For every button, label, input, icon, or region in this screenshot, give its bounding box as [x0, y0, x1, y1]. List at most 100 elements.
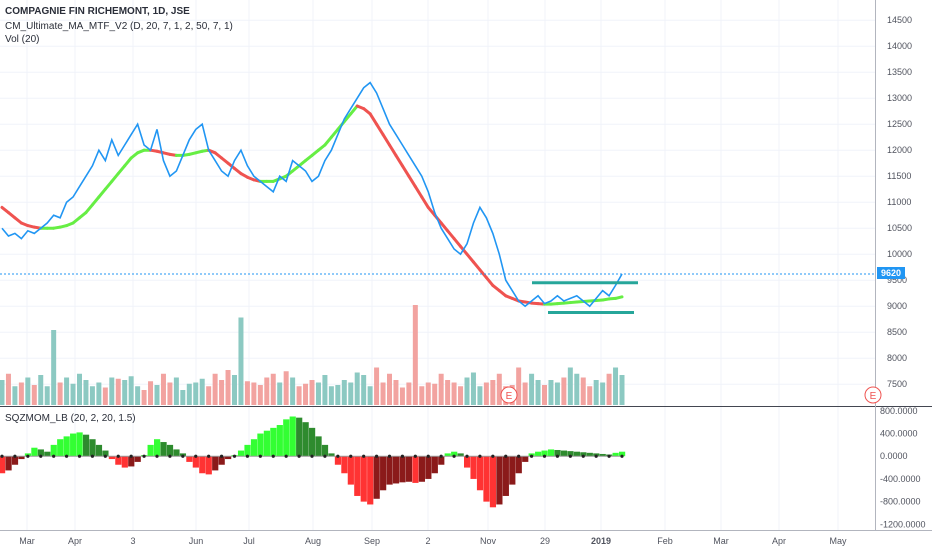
time-axis[interactable]: Mar Apr 3 Jun Jul Aug Sep 2 Nov 29 2019 Feb Mar Apr Ma… [19, 536, 847, 546]
volume-bar-87 [561, 377, 567, 405]
momentum-bar-84 [541, 450, 548, 457]
momentum-bar-33 [212, 456, 219, 471]
momentum-bar-93 [599, 453, 606, 457]
volume-bar-39 [251, 382, 257, 405]
volume-bar-60 [387, 373, 392, 405]
volume-bar-74 [477, 386, 483, 405]
ma-segment-59 [375, 122, 385, 137]
momentum-bar-18 [115, 456, 122, 465]
volume-bar-85 [548, 380, 554, 405]
ma-segment-61 [388, 143, 398, 157]
momentum-bar-49 [315, 436, 322, 457]
ma-segment-69 [439, 221, 450, 233]
volume-bar-70 [451, 382, 457, 405]
squeeze-dot-56 [362, 454, 366, 458]
squeeze-dot-78 [504, 454, 508, 458]
momentum-bar-57 [367, 456, 374, 505]
volume-bar-48 [309, 380, 315, 405]
momentum-bar-38 [244, 444, 251, 457]
volume-bar-35 [225, 370, 231, 405]
volume-bar-26 [167, 382, 173, 405]
volume-bar-2 [12, 386, 18, 405]
momentum-bar-47 [302, 422, 309, 457]
price-tick-8000: 8000 [887, 353, 907, 363]
momentum-bar-27 [173, 449, 180, 457]
momentum-bar-34 [218, 456, 225, 465]
volume-bar-0 [0, 380, 5, 405]
volume-bar-33 [212, 373, 218, 405]
volume-bar-28 [180, 390, 186, 405]
momentum-bar-81 [522, 456, 529, 462]
volume-bar-52 [335, 385, 341, 405]
price-tick-10000: 10000 [887, 249, 912, 259]
ma-segment-96 [614, 295, 624, 300]
price-tick-11500: 11500 [887, 171, 911, 181]
ma-segment-15 [90, 195, 101, 207]
volume-bar-24 [154, 385, 160, 405]
price-axis[interactable]: 14500 14000 13500 13000 12500 12000 11500 11000… [887, 15, 912, 389]
ma-segment-65 [413, 185, 424, 199]
squeeze-dot-64 [413, 454, 417, 458]
volume-bar-32 [206, 386, 212, 405]
momentum-bar-79 [509, 456, 516, 485]
volume-bar-69 [445, 380, 451, 405]
volume-bar-68 [438, 373, 444, 405]
earnings-event-marker-future[interactable]: E [864, 386, 882, 404]
squeeze-dot-84 [542, 454, 547, 458]
time-tick-12: Mar [713, 536, 729, 546]
indicator-legend[interactable]: CM_Ultimate_MA_MTF_V2 (D, 20, 7, 1, 2, 5… [5, 21, 233, 32]
price-panel[interactable]: E E [0, 81, 882, 405]
oscillator-legend[interactable]: SQZMOM_LB (20, 2, 20, 1.5) [5, 413, 136, 424]
price-tick-7500: 7500 [887, 379, 907, 389]
squeeze-dot-42 [271, 454, 275, 458]
volume-bar-23 [148, 381, 154, 405]
squeeze-dot-24 [155, 454, 159, 458]
momentum-bar-41 [263, 430, 270, 457]
volume-bar-42 [270, 373, 276, 405]
time-tick-7: 2 [425, 536, 430, 546]
volume-bar-93 [600, 382, 606, 405]
squeeze-dot-32 [207, 454, 211, 458]
squeeze-dot-74 [478, 454, 482, 458]
momentum-bar-78 [502, 456, 509, 496]
volume-legend[interactable]: Vol (20) [5, 34, 40, 45]
earnings-event-label: E [506, 391, 513, 402]
squeeze-dot-72 [465, 454, 469, 458]
squeeze-dot-12 [77, 454, 82, 458]
squeeze-dot-58 [374, 454, 379, 458]
momentum-bar-61 [392, 456, 400, 484]
volume-bar-15 [96, 382, 102, 405]
ma-segment-54 [342, 112, 353, 124]
volume-bar-55 [354, 372, 360, 405]
momentum-bar-56 [360, 456, 367, 502]
squeeze-dot-68 [439, 454, 443, 458]
momentum-axis[interactable]: 800.0000 400.0000 0.0000 -400.0000 -800.0000… [880, 406, 926, 529]
volume-bar-30 [193, 382, 199, 405]
squeeze-dot-48 [310, 454, 314, 458]
ma-segment-75 [478, 268, 488, 280]
squeeze-dot-82 [529, 454, 534, 458]
volume-bar-27 [173, 377, 179, 405]
squeeze-dot-36 [232, 454, 237, 458]
volume-bar-81 [522, 382, 528, 405]
volume-bar-47 [303, 383, 309, 405]
volume-bar-89 [574, 373, 580, 405]
momentum-bar-11 [70, 433, 77, 457]
volume-bar-61 [393, 380, 399, 405]
earnings-event-marker[interactable]: E [500, 386, 518, 404]
volume-bar-40 [257, 385, 263, 405]
momentum-bar-91 [586, 452, 593, 457]
volume-bar-21 [135, 386, 141, 405]
volume-bar-73 [470, 372, 476, 405]
momentum-bar-80 [515, 456, 522, 474]
momentum-bar-19 [121, 456, 128, 468]
price-line [1, 81, 623, 308]
price-tick-14500: 14500 [887, 15, 912, 25]
squeeze-dot-66 [426, 454, 430, 458]
ma-segment-60 [381, 133, 391, 147]
momentum-bar-44 [283, 419, 290, 457]
momentum-bar-30 [192, 456, 199, 468]
volume-bar-7 [44, 386, 50, 405]
momentum-panel[interactable] [0, 416, 626, 508]
